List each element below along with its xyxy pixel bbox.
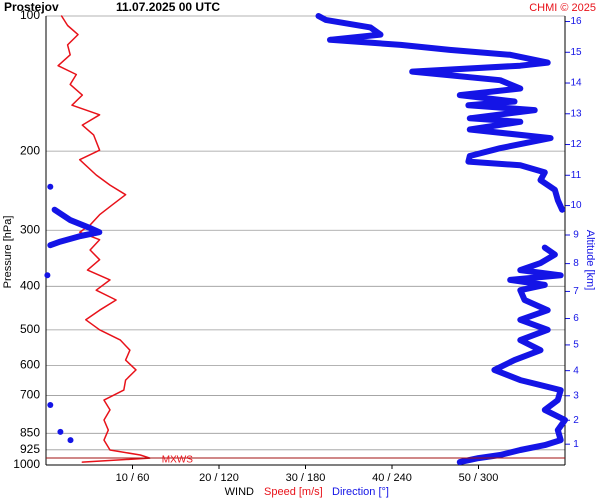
y-tick-label: 700 bbox=[20, 388, 40, 402]
y2-tick-label: 4 bbox=[573, 365, 579, 376]
legend-direction: Direction [°] bbox=[332, 486, 389, 498]
direction-line bbox=[47, 206, 103, 249]
speed-line bbox=[57, 15, 151, 463]
y2-tick-label: 14 bbox=[570, 78, 582, 89]
chart-subtitle: 11.07.2025 00 UTC bbox=[116, 0, 220, 14]
y2-tick-label: 7 bbox=[573, 286, 579, 297]
y2-tick-label: 13 bbox=[570, 108, 582, 119]
direction-line bbox=[315, 13, 566, 213]
y-tick-label: 850 bbox=[20, 425, 40, 439]
y2-axis-label: Altitude [km] bbox=[584, 230, 596, 291]
y-tick-label: 1000 bbox=[13, 457, 40, 471]
x-tick-label: 40 / 240 bbox=[372, 472, 412, 484]
y2-tick-label: 11 bbox=[571, 170, 582, 181]
source: CHMI © 2025 bbox=[529, 2, 596, 14]
x-tick-label: 20 / 120 bbox=[199, 472, 239, 484]
y-tick-label: 925 bbox=[20, 442, 40, 456]
y2-tick-label: 8 bbox=[573, 258, 579, 269]
chart-title: Prostejov bbox=[4, 0, 59, 14]
y-tick-label: 200 bbox=[20, 143, 40, 157]
legend-speed: Speed [m/s] bbox=[264, 486, 323, 498]
y-tick-label: 600 bbox=[20, 358, 40, 372]
y2-tick-label: 2 bbox=[573, 415, 579, 426]
mxws-label: MXWS bbox=[162, 455, 193, 466]
y2-tick-label: 3 bbox=[573, 390, 579, 401]
x-tick-label: 10 / 60 bbox=[116, 472, 150, 484]
x-tick-label: 30 / 180 bbox=[286, 472, 326, 484]
y2-tick-label: 12 bbox=[570, 139, 582, 150]
y-tick-label: 300 bbox=[20, 222, 40, 236]
y-tick-label: 400 bbox=[20, 278, 40, 292]
y-tick-label: 100 bbox=[20, 8, 40, 22]
y2-tick-label: 10 bbox=[570, 200, 582, 211]
y-axis-label: Pressure [hPa] bbox=[2, 216, 14, 289]
y2-tick-label: 6 bbox=[573, 313, 579, 324]
y2-tick-label: 5 bbox=[573, 340, 579, 351]
x-axis-label: WIND bbox=[225, 486, 254, 498]
x-tick-label: 50 / 300 bbox=[459, 472, 499, 484]
y2-tick-label: 16 bbox=[570, 16, 582, 27]
y2-tick-label: 9 bbox=[573, 230, 579, 241]
y-tick-label: 500 bbox=[20, 322, 40, 336]
y2-tick-label: 1 bbox=[573, 439, 579, 450]
y2-tick-label: 15 bbox=[570, 47, 582, 58]
direction-line bbox=[456, 244, 568, 466]
